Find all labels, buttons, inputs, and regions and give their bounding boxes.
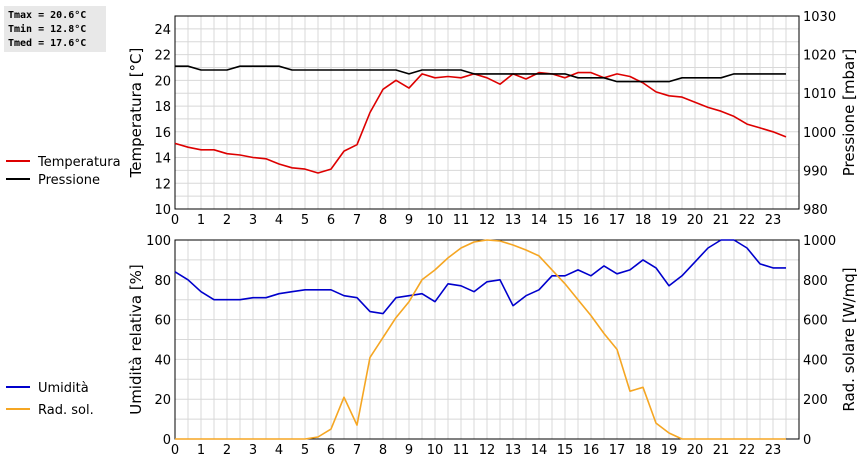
x-tick-label: 9 <box>405 443 413 458</box>
y2-tick-label: 1010 <box>803 87 836 102</box>
y-axis-title: Temperatura [°C] <box>127 48 145 179</box>
y-tick-label: 100 <box>146 234 171 249</box>
x-tick-label: 11 <box>453 213 470 228</box>
legend-label: Rad. sol. <box>38 403 94 418</box>
x-tick-label: 13 <box>505 443 522 458</box>
tmed-label: Tmed = 17.6°C <box>8 38 87 49</box>
y2-tick-label: 1030 <box>803 10 836 25</box>
series-line-rad-sol- <box>175 239 786 440</box>
y-tick-label: 14 <box>154 152 171 167</box>
x-tick-label: 11 <box>453 443 470 458</box>
x-tick-label: 6 <box>327 213 335 228</box>
x-tick-label: 3 <box>249 443 257 458</box>
x-tick-label: 19 <box>661 213 678 228</box>
y2-axis-title: Rad. solare [W/mq] <box>840 267 858 411</box>
tmin-label: Tmin = 12.8°C <box>8 24 87 35</box>
x-tick-label: 1 <box>197 213 205 228</box>
chart-panel-1: 0 1 2 3 4 5 6 7 8 9 10 11 12 13 14 15 16 17 18 19 20 21 22 2310… <box>6 10 858 228</box>
plot-frame <box>174 15 800 210</box>
series-line-temperatura <box>174 71 787 174</box>
legend-label: Umidità <box>38 381 89 396</box>
x-tick-label: 1 <box>197 443 205 458</box>
x-tick-label: 3 <box>249 213 257 228</box>
legend-label: Temperatura <box>37 155 121 170</box>
x-tick-label: 21 <box>713 213 730 228</box>
x-tick-label: 5 <box>301 443 309 458</box>
x-tick-label: 20 <box>687 443 704 458</box>
x-tick-label: 7 <box>353 213 361 228</box>
x-tick-label: 10 <box>427 213 444 228</box>
y-tick-label: 20 <box>154 74 171 89</box>
y2-tick-label: 400 <box>803 353 828 368</box>
y-tick-label: 18 <box>154 100 171 115</box>
x-tick-label: 17 <box>609 443 626 458</box>
x-tick-label: 15 <box>557 213 574 228</box>
tmax-label: Tmax = 20.6°C <box>8 10 87 21</box>
y-axis-title: Umidità relativa [%] <box>127 264 145 415</box>
x-tick-label: 14 <box>531 443 548 458</box>
y2-tick-label: 200 <box>803 393 828 408</box>
y2-tick-label: 1020 <box>803 49 836 64</box>
x-tick-label: 4 <box>275 213 283 228</box>
x-tick-label: 18 <box>635 443 652 458</box>
legend-label: Pressione <box>38 173 100 188</box>
y-tick-label: 80 <box>154 274 171 289</box>
x-tick-label: 9 <box>405 213 413 228</box>
y-tick-label: 10 <box>154 203 171 218</box>
x-tick-label: 16 <box>583 443 600 458</box>
y2-tick-label: 600 <box>803 314 828 329</box>
stats-box <box>4 6 106 52</box>
x-tick-label: 4 <box>275 443 283 458</box>
x-tick-label: 23 <box>765 443 782 458</box>
y-tick-label: 40 <box>154 353 171 368</box>
x-tick-label: 10 <box>427 443 444 458</box>
x-tick-label: 6 <box>327 443 335 458</box>
x-tick-label: 23 <box>765 213 782 228</box>
x-tick-label: 13 <box>505 213 522 228</box>
x-tick-label: 18 <box>635 213 652 228</box>
x-tick-label: 16 <box>583 213 600 228</box>
series-line-pressione <box>175 65 786 83</box>
x-tick-label: 19 <box>661 443 678 458</box>
x-tick-label: 7 <box>353 443 361 458</box>
x-tick-label: 2 <box>223 213 231 228</box>
x-tick-label: 5 <box>301 213 309 228</box>
x-tick-label: 15 <box>557 443 574 458</box>
y-tick-label: 60 <box>154 314 171 329</box>
x-tick-label: 22 <box>739 213 756 228</box>
x-tick-label: 21 <box>713 443 730 458</box>
x-tick-label: 12 <box>479 443 496 458</box>
y2-tick-label: 0 <box>803 433 811 448</box>
x-tick-label: 20 <box>687 213 704 228</box>
x-tick-label: 8 <box>379 213 387 228</box>
x-tick-label: 22 <box>739 443 756 458</box>
y-tick-label: 20 <box>154 393 171 408</box>
y2-tick-label: 980 <box>803 203 828 218</box>
chart-panel-2: 0 1 2 3 4 5 6 7 8 9 10 11 12 13 14 15 16 17 18 19 20 21 22 2302… <box>6 234 858 458</box>
y2-tick-label: 1000 <box>803 126 836 141</box>
x-tick-label: 0 <box>171 213 179 228</box>
y-tick-label: 12 <box>154 177 171 192</box>
x-tick-label: 12 <box>479 213 496 228</box>
series-line-umidit- <box>174 239 786 315</box>
y-tick-label: 16 <box>154 126 171 141</box>
y2-tick-label: 990 <box>803 164 828 179</box>
y-tick-label: 0 <box>163 433 171 448</box>
x-tick-label: 0 <box>171 443 179 458</box>
y2-tick-label: 1000 <box>803 234 836 249</box>
x-tick-label: 8 <box>379 443 387 458</box>
y2-tick-label: 800 <box>803 274 828 289</box>
y2-axis-title: Pressione [mbar] <box>840 49 858 177</box>
y-tick-label: 24 <box>154 23 171 38</box>
x-tick-label: 2 <box>223 443 231 458</box>
y-tick-label: 22 <box>154 49 171 64</box>
x-tick-label: 14 <box>531 213 548 228</box>
x-tick-label: 17 <box>609 213 626 228</box>
